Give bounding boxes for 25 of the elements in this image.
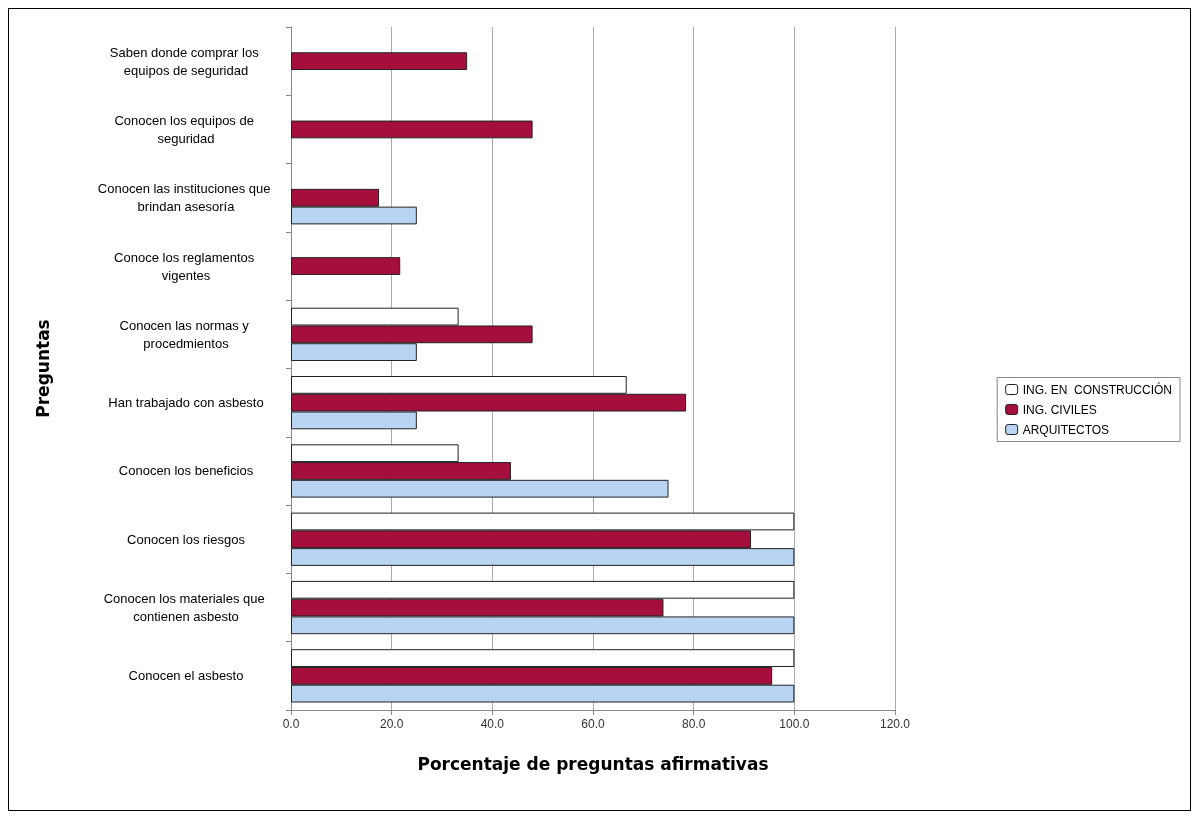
y-tick-label: Conocen el asbesto xyxy=(128,668,244,684)
x-tick-label: 60.0 xyxy=(581,717,605,731)
x-tick-label: 0.0 xyxy=(282,717,300,731)
y-tick-label: Saben donde comprar los equipos de seguridad xyxy=(109,44,263,78)
bar xyxy=(291,120,533,139)
y-tick-label: Conocen los riesgos xyxy=(127,531,246,547)
y-tick-label: Conocen las normas y procedmientos xyxy=(119,317,253,351)
y-tick-label: Conoce los reglamentos vigentes xyxy=(114,249,258,283)
x-tick-label: 120.0 xyxy=(879,717,911,731)
y-axis-title: Preguntas xyxy=(32,319,53,418)
x-tick-label: 80.0 xyxy=(681,717,706,731)
bar xyxy=(291,257,401,275)
bar xyxy=(291,52,468,71)
x-tick-label: 20.0 xyxy=(379,717,404,731)
y-tick-label: Conocen los equipos de seguridad xyxy=(114,112,258,146)
x-tick-label: 40.0 xyxy=(480,717,505,731)
x-tick-label: 100.0 xyxy=(779,717,810,731)
y-tick-label: Han trabajado con asbesto xyxy=(108,395,264,411)
y-tick-label: Conocen las instituciones que brindan asesoría xyxy=(97,181,275,215)
y-tick-label: Conocen los beneficios xyxy=(118,463,254,479)
x-axis-title: Porcentaje de preguntas afirmativas xyxy=(417,753,769,774)
legend-label: ARQUITECTOS xyxy=(1022,422,1110,437)
y-tick-label: Conocen los materiales que contienen asbesto xyxy=(103,591,269,625)
legend-label: ING. EN CONSTRUCCIÓN xyxy=(1022,381,1173,397)
legend-label: ING. CIVILES xyxy=(1022,402,1097,417)
